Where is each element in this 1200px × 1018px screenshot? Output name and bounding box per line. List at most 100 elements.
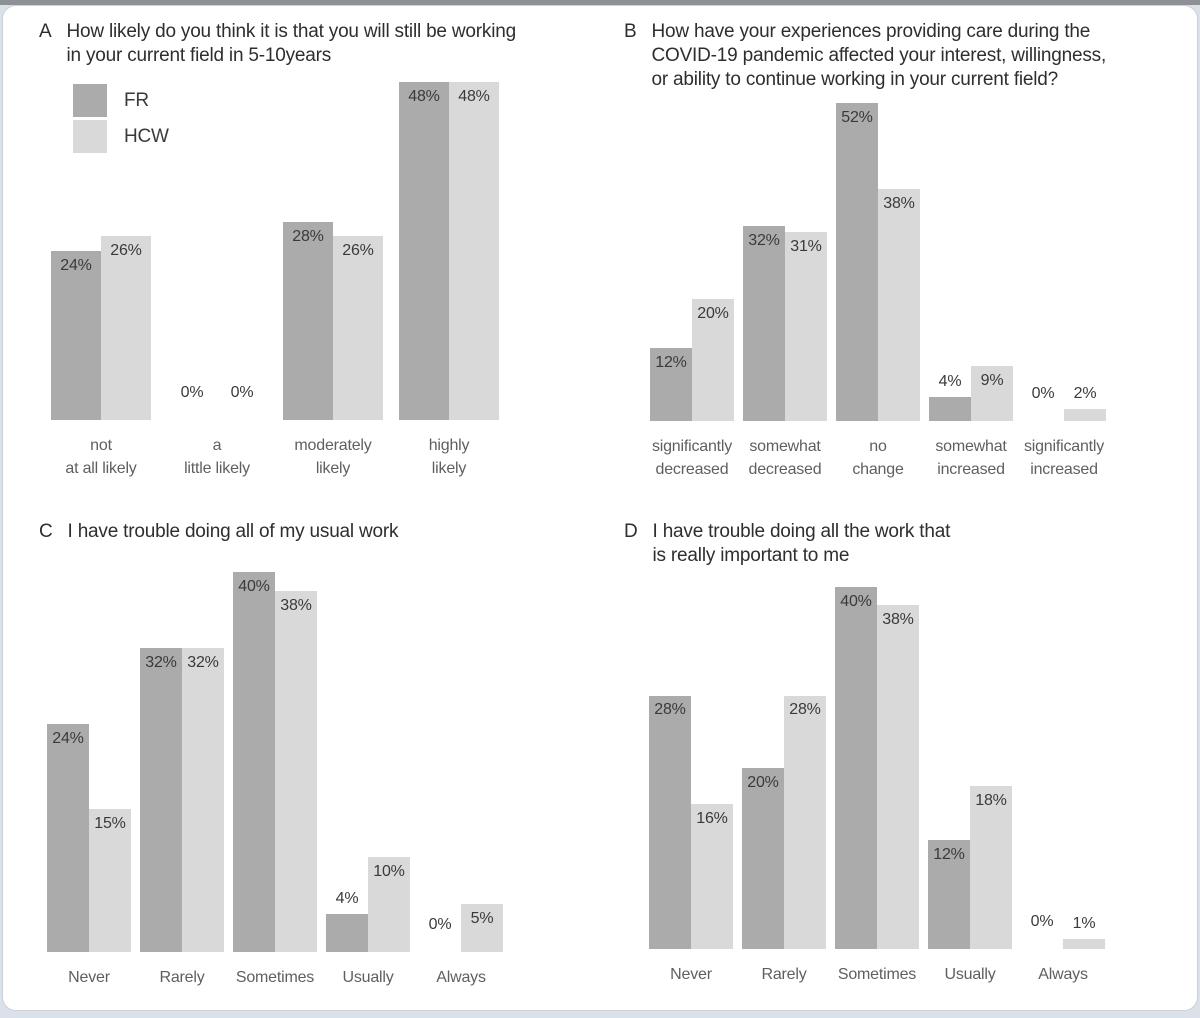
bar-fr-sometimes: [835, 587, 877, 949]
category-label-sometimes: Sometimes: [235, 968, 315, 986]
panel-b-title: B How have your experiences providing ca…: [624, 20, 1185, 91]
bar-fr-sometimes: [233, 572, 275, 952]
value-label-hcw-a-little-likely: 0%: [230, 383, 254, 401]
bar-hcw-never: [691, 803, 733, 949]
value-label-fr-usually: 4%: [335, 889, 359, 907]
bar-hcw-rarely: [182, 647, 224, 952]
bar-fr-rarely: [742, 767, 784, 949]
value-label-fr-sometimes: 40%: [238, 577, 270, 595]
category-label-not-at-all-likely: not at all likely: [65, 436, 137, 477]
value-label-fr-never: 24%: [52, 729, 84, 747]
bar-hcw-always: [1063, 939, 1105, 949]
value-label-hcw-usually: 18%: [975, 791, 1007, 809]
panel-a: A How likely do you think it is that you…: [15, 14, 600, 514]
panel-c-letter: C: [39, 521, 53, 542]
value-label-fr-usually: 12%: [933, 846, 965, 864]
bar-hcw-never: [89, 809, 131, 952]
panel-c: C I have trouble doing all of my usual w…: [15, 514, 600, 1018]
panel-d-title: D I have trouble doing all the work that…: [624, 520, 1185, 568]
panel-b-title-text: How have your experiences providing care…: [651, 21, 1107, 90]
value-label-fr-always: 0%: [1030, 912, 1054, 930]
legend-item-hcw: HCW: [73, 120, 169, 153]
value-label-hcw-usually: 10%: [373, 862, 405, 880]
plot-area-c: 24% 15% 32% 32% 40% 38% 4% 10% 0% 5%: [15, 558, 600, 952]
bar-hcw-usually: [368, 856, 410, 952]
value-label-hcw-moderately-likely: 26%: [342, 242, 374, 260]
legend-label-fr: FR: [124, 89, 149, 111]
bar-fr-highly-likely: [399, 81, 449, 420]
x-axis-labels-d: Never Rarely Sometimes Usually Always: [600, 963, 1185, 1015]
value-label-fr-significantly-decreased: 12%: [655, 353, 687, 371]
bar-hcw-usually: [970, 785, 1012, 949]
category-label-no-change: no change: [852, 438, 904, 479]
value-label-hcw-rarely: 28%: [789, 701, 821, 719]
value-label-fr-rarely: 20%: [747, 773, 779, 791]
bar-hcw-significantly-increased: [1064, 409, 1106, 422]
legend-item-fr: FR: [73, 84, 169, 117]
bar-hcw-somewhat-increased: [971, 366, 1013, 422]
plot-area-a: 24% 26% 0% 0% 28% 26% 48% 48%: [15, 68, 600, 420]
value-label-hcw-always: 5%: [470, 910, 494, 928]
legend-swatch-fr-icon: [73, 84, 107, 117]
figure-card: A How likely do you think it is that you…: [2, 5, 1198, 1011]
value-label-fr-moderately-likely: 28%: [292, 228, 324, 246]
value-label-hcw-somewhat-decreased: 31%: [790, 237, 822, 255]
panel-d-letter: D: [624, 521, 638, 542]
value-label-hcw-never: 16%: [696, 809, 728, 827]
value-label-hcw-no-change: 38%: [883, 195, 915, 213]
panel-a-letter: A: [39, 21, 52, 42]
bar-hcw-sometimes: [275, 590, 317, 952]
category-label-never: Never: [68, 968, 110, 986]
bar-hcw-moderately-likely: [333, 236, 383, 420]
window-top-edge: [0, 0, 1200, 5]
category-label-significantly-increased: significantly increased: [1023, 438, 1105, 479]
category-label-always: Always: [1038, 965, 1088, 983]
legend-label-hcw: HCW: [124, 125, 169, 147]
panel-b: B How have your experiences providing ca…: [600, 14, 1185, 514]
bar-fr-significantly-decreased: [650, 347, 692, 422]
value-label-fr-sometimes: 40%: [840, 593, 872, 611]
bar-hcw-not-at-all-likely: [101, 236, 151, 420]
bar-fr-somewhat-decreased: [743, 225, 785, 422]
bar-hcw-no-change: [878, 189, 920, 422]
value-label-hcw-significantly-decreased: 20%: [697, 305, 729, 323]
value-label-hcw-highly-likely: 48%: [458, 87, 490, 105]
bar-fr-usually: [326, 913, 368, 952]
value-label-fr-not-at-all-likely: 24%: [60, 256, 92, 274]
legend-swatch-hcw-icon: [73, 120, 107, 153]
category-label-usually: Usually: [944, 965, 996, 983]
value-label-hcw-somewhat-increased: 9%: [980, 372, 1004, 390]
x-axis-labels-c: Never Rarely Sometimes Usually Always: [15, 966, 600, 1018]
bar-hcw-significantly-decreased: [692, 299, 734, 422]
value-label-hcw-significantly-increased: 2%: [1073, 385, 1097, 403]
x-axis-labels-b: significantly decreased somewhat decrease…: [600, 435, 1185, 487]
value-label-fr-a-little-likely: 0%: [180, 383, 204, 401]
x-axis-labels-a: not at all likely a little likely moderate…: [15, 434, 600, 486]
value-label-hcw-rarely: 32%: [187, 653, 219, 671]
category-label-somewhat-decreased: somewhat decreased: [748, 438, 822, 479]
panel-a-title: A How likely do you think it is that you…: [39, 20, 600, 68]
bar-fr-somewhat-increased: [929, 396, 971, 422]
bar-hcw-highly-likely: [449, 81, 499, 420]
value-label-fr-somewhat-decreased: 32%: [748, 231, 780, 249]
bar-fr-usually: [928, 840, 970, 949]
value-label-fr-rarely: 32%: [145, 653, 177, 671]
category-label-usually: Usually: [342, 968, 394, 986]
value-label-fr-no-change: 52%: [841, 109, 873, 127]
value-label-hcw-never: 15%: [94, 815, 126, 833]
bar-hcw-always: [461, 904, 503, 952]
bar-fr-not-at-all-likely: [51, 250, 101, 420]
value-label-fr-significantly-increased: 0%: [1031, 385, 1055, 403]
value-label-fr-somewhat-increased: 4%: [938, 372, 962, 390]
panel-c-title: C I have trouble doing all of my usual w…: [39, 520, 600, 544]
bar-fr-moderately-likely: [283, 222, 333, 420]
bar-fr-never: [47, 723, 89, 952]
panel-d-title-text: I have trouble doing all the work that i…: [652, 521, 951, 566]
value-label-hcw-not-at-all-likely: 26%: [110, 242, 142, 260]
category-label-always: Always: [436, 968, 486, 986]
category-label-rarely: Rarely: [159, 968, 205, 986]
plot-area-d: 28% 16% 20% 28% 40% 38% 12% 18% 0% 1%: [600, 574, 1185, 949]
category-label-significantly-decreased: significantly decreased: [651, 438, 733, 479]
category-label-never: Never: [670, 965, 712, 983]
bar-hcw-rarely: [784, 695, 826, 949]
